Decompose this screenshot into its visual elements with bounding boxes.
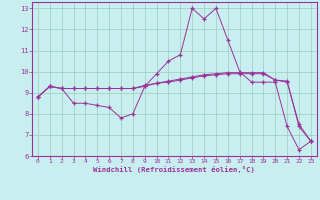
X-axis label: Windchill (Refroidissement éolien,°C): Windchill (Refroidissement éolien,°C): [93, 166, 255, 173]
